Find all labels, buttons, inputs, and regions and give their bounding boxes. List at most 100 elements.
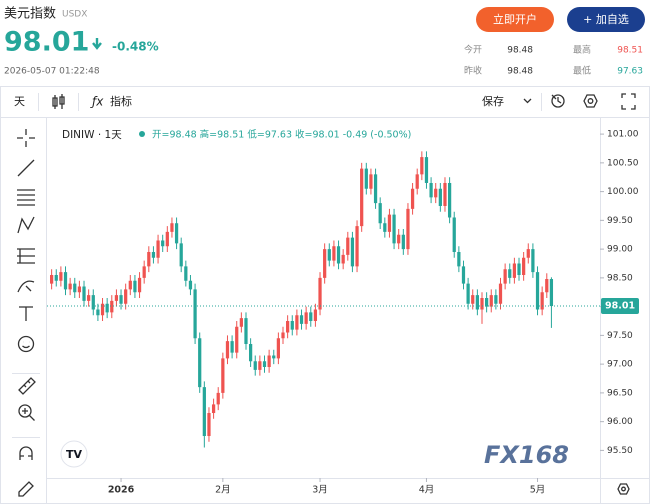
ruler-tool[interactable] [18, 377, 36, 395]
emoji-tool[interactable] [17, 335, 35, 353]
candle-body [198, 338, 202, 388]
candle-body [276, 338, 281, 359]
instrument-symbol: USDX [62, 10, 87, 20]
candle-body [119, 295, 123, 304]
candle-body [369, 174, 373, 189]
projection-tool[interactable] [17, 248, 35, 264]
candle-body [137, 277, 142, 293]
candle-body [184, 266, 188, 281]
y-tick-label: 100.50 [607, 158, 639, 168]
y-tick-label: 95.50 [607, 446, 633, 456]
candle-body [452, 217, 456, 252]
candle-body [124, 289, 128, 304]
candle-body [262, 361, 267, 368]
candle-body [77, 286, 82, 293]
candle-body [318, 277, 322, 310]
indicators-button[interactable]: 指标 [110, 94, 132, 108]
stat-label: 最低 [573, 65, 591, 77]
add-watchlist-label[interactable]: + 加自选 [583, 13, 629, 26]
drawing-tools[interactable] [17, 129, 36, 497]
candle-body [100, 303, 105, 316]
candle-body [207, 413, 211, 437]
x-tick-label: 4月 [419, 485, 435, 496]
candle-body [503, 269, 507, 284]
last-price-badge [601, 298, 639, 315]
candle-body [364, 168, 368, 189]
interval-button[interactable]: 天 [14, 95, 25, 108]
save-menu[interactable] [523, 98, 532, 104]
stat-value: 98.48 [507, 46, 533, 56]
stat-value: 97.63 [617, 67, 643, 77]
pattern-tool[interactable] [17, 216, 35, 234]
open-account-button[interactable] [476, 7, 554, 32]
candle-body [480, 298, 484, 310]
candle-body [151, 251, 156, 258]
candle-body [225, 341, 230, 359]
last-price-label: 98.01 [605, 301, 635, 312]
chart-type-button[interactable] [52, 94, 65, 109]
candle-body [434, 188, 438, 198]
candle-body [267, 355, 271, 368]
fib-tool[interactable] [17, 189, 35, 206]
candle-body [420, 157, 424, 175]
add-watchlist-button[interactable] [567, 7, 645, 32]
text-tool[interactable] [19, 306, 33, 321]
candle-body [512, 263, 517, 278]
candle-body [383, 223, 387, 232]
trend-line-tool[interactable] [17, 159, 35, 177]
y-tick-label: 96.00 [607, 417, 633, 427]
candle-body [410, 188, 415, 209]
axis-settings[interactable] [617, 483, 630, 495]
down-arrow [92, 38, 102, 50]
candle-body [179, 243, 183, 267]
stat-label: 昨收 [464, 65, 482, 77]
fullscreen-button[interactable] [621, 93, 636, 110]
save-button[interactable]: 保存 [482, 94, 504, 108]
candle-body [272, 355, 276, 359]
tv-logo-text: TV [66, 448, 83, 461]
candle-body [489, 295, 493, 307]
brush-tool[interactable] [17, 280, 35, 293]
open-account-label[interactable]: 立即开户 [493, 12, 537, 26]
candle-body [424, 157, 429, 183]
replay-button[interactable] [551, 94, 565, 108]
candle-body [142, 266, 146, 278]
candle-body [59, 272, 63, 281]
fx-icon[interactable]: ƒx [90, 95, 104, 109]
candle-body [105, 303, 109, 313]
candle-body [248, 344, 253, 362]
candle-body [286, 321, 290, 333]
y-tick-label: 100.00 [607, 187, 639, 197]
settings-button[interactable] [583, 94, 598, 108]
candle-body [526, 249, 530, 258]
zoom-tool[interactable] [18, 404, 32, 418]
lock-tool[interactable] [18, 481, 34, 497]
candle-body [360, 168, 364, 227]
candle-body [475, 295, 479, 310]
y-tick-label: 96.50 [607, 388, 633, 398]
y-tick-label: 97.50 [607, 331, 633, 341]
candle-body [193, 289, 197, 339]
y-tick-label: 98.50 [607, 273, 633, 283]
candle-body [485, 298, 489, 307]
candle-body [156, 240, 160, 258]
magnet-tool[interactable] [19, 446, 33, 460]
candle-body [406, 208, 410, 250]
crosshair-tool[interactable] [17, 129, 35, 147]
x-tick-label: 2月 [215, 485, 231, 496]
candle-body [281, 332, 285, 339]
candle-body [461, 266, 466, 284]
candle-body [443, 182, 447, 206]
candle-body [258, 361, 262, 370]
candle-body [355, 226, 359, 267]
candle-body [216, 392, 220, 405]
tv-logo [60, 440, 88, 468]
x-tick-label: 5月 [530, 485, 546, 496]
candle-body [304, 312, 308, 324]
candle-body [295, 315, 299, 330]
candle-body [341, 254, 345, 264]
candle-body [174, 223, 179, 244]
stat-value: 98.51 [617, 46, 643, 56]
candle-body [63, 272, 68, 290]
